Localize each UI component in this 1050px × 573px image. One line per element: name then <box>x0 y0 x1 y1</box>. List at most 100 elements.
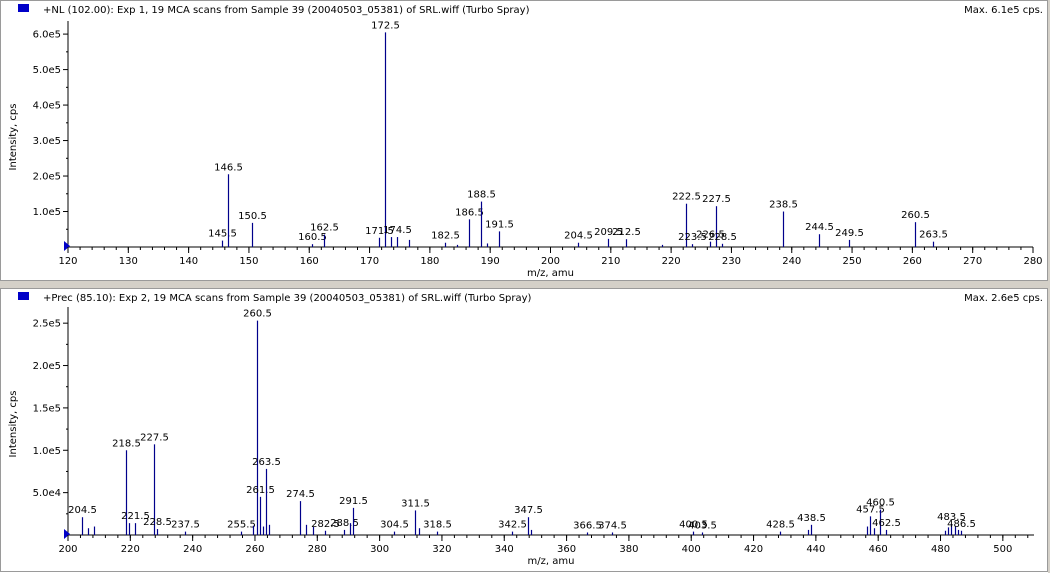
peak-label: 204.5 <box>68 505 97 516</box>
y-tick-label: 2.5e5 <box>33 319 61 330</box>
peak-label: 212.5 <box>612 227 641 238</box>
max-intensity: Max. 2.6e5 cps. <box>964 293 1043 304</box>
x-tick-label: 420 <box>744 544 763 555</box>
peak-label: 318.5 <box>423 520 452 531</box>
x-tick-label: 460 <box>869 544 888 555</box>
spectrum-plot-nl[interactable]: 120 130 140 150 160 170 180 190 200 210 220 230 240 2… <box>1 1 1049 282</box>
spectrum-color-icon <box>18 4 29 12</box>
spectrum-title: +Prec (85.10): Exp 2, 19 MCA scans from … <box>43 293 532 304</box>
panel-separator <box>0 281 1050 288</box>
cursor-marker-icon[interactable] <box>64 241 70 251</box>
x-tick-label: 160 <box>300 256 319 267</box>
peak-label: 244.5 <box>805 222 834 233</box>
y-tick-label: 6.0e5 <box>33 30 61 41</box>
x-tick-label: 280 <box>1023 256 1042 267</box>
x-tick-label: 380 <box>619 544 638 555</box>
peak-label: 249.5 <box>835 228 864 239</box>
x-tick-label: 260 <box>245 544 264 555</box>
x-tick-label: 500 <box>993 544 1012 555</box>
y-tick-label: 1.0e5 <box>33 207 61 218</box>
x-tick-label: 220 <box>121 544 140 555</box>
x-tick-label: 200 <box>58 544 77 555</box>
peak-label: 288.5 <box>330 518 359 529</box>
peak-label: 174.5 <box>383 225 412 236</box>
x-tick-label: 440 <box>806 544 825 555</box>
y-tick-label: 1.5e5 <box>33 403 61 414</box>
x-axis-title: m/z, amu <box>528 556 575 567</box>
peak-label: 263.5 <box>252 457 281 468</box>
y-tick-label: 1.0e5 <box>33 446 61 457</box>
peak-label: 438.5 <box>797 513 826 524</box>
peak-label: 228.5 <box>708 232 737 243</box>
spectrum-plot-prec[interactable]: 200 220 240 260 280 300 320 340 360 380 400 420 440 4… <box>1 289 1049 573</box>
x-tick-label: 170 <box>360 256 379 267</box>
x-tick-label: 240 <box>782 256 801 267</box>
x-axis-title: m/z, amu <box>527 268 574 279</box>
spectrum-color-icon <box>18 292 29 300</box>
peak-label: 227.5 <box>140 432 169 443</box>
peak-label: 255.5 <box>227 520 256 531</box>
peak-label: 160.5 <box>298 232 327 243</box>
peak-label: 221.5 <box>121 511 150 522</box>
peak-label: 222.5 <box>672 192 701 203</box>
x-tick-label: 220 <box>662 256 681 267</box>
peak-label: 171.5 <box>365 226 394 237</box>
peak-label: 428.5 <box>766 520 795 531</box>
peak-label: 227.5 <box>702 194 731 205</box>
peak-label: 186.5 <box>455 207 484 218</box>
peak-label: 260.5 <box>243 309 272 320</box>
x-tick-label: 270 <box>963 256 982 267</box>
peak-label: 172.5 <box>371 20 400 31</box>
peak-label: 311.5 <box>401 498 430 509</box>
y-tick-label: 3.0e5 <box>33 136 61 147</box>
peak-label: 260.5 <box>901 210 930 221</box>
y-tick-label: 5.0e4 <box>33 488 61 499</box>
peak-label: 162.5 <box>310 223 339 234</box>
x-tick-label: 240 <box>183 544 202 555</box>
peak-label: 304.5 <box>380 520 409 531</box>
y-tick-label: 5.0e5 <box>33 65 61 76</box>
peak-label: 457.5 <box>856 504 885 515</box>
peak-label: 274.5 <box>286 489 315 500</box>
peak-label: 483.5 <box>937 512 966 523</box>
peak-label: 226.5 <box>696 230 725 241</box>
x-tick-label: 140 <box>179 256 198 267</box>
x-tick-label: 120 <box>58 256 77 267</box>
y-tick-label: 2.0e5 <box>33 172 61 183</box>
x-tick-label: 320 <box>432 544 451 555</box>
x-tick-label: 340 <box>495 544 514 555</box>
peak-label: 146.5 <box>214 162 243 173</box>
peak-label: 462.5 <box>872 518 901 529</box>
peak-label: 403.5 <box>688 520 717 531</box>
peak-label: 238.5 <box>769 200 798 211</box>
peak-label: 347.5 <box>514 505 543 516</box>
peak-label: 145.5 <box>208 229 237 240</box>
x-tick-label: 210 <box>601 256 620 267</box>
x-tick-label: 200 <box>541 256 560 267</box>
peak-label: 209.5 <box>594 227 623 238</box>
x-tick-label: 360 <box>557 544 576 555</box>
peak-label: 228.5 <box>143 517 172 528</box>
peak-label: 291.5 <box>339 496 368 507</box>
y-tick-label: 2.0e5 <box>33 361 61 372</box>
peak-label: 263.5 <box>919 230 948 241</box>
spectrum-panel-nl: +NL (102.00): Exp 1, 19 MCA scans from S… <box>0 0 1048 281</box>
peak-label: 374.5 <box>598 520 627 531</box>
peak-label: 204.5 <box>564 231 593 242</box>
x-tick-label: 480 <box>931 544 950 555</box>
x-tick-label: 230 <box>722 256 741 267</box>
peak-label: 188.5 <box>467 190 496 201</box>
peak-label: 182.5 <box>431 231 460 242</box>
peak-label: 218.5 <box>112 438 141 449</box>
y-tick-label: 4.0e5 <box>33 101 61 112</box>
cursor-marker-icon[interactable] <box>64 529 70 539</box>
x-tick-label: 250 <box>843 256 862 267</box>
peak-label: 150.5 <box>238 211 267 222</box>
x-tick-label: 300 <box>370 544 389 555</box>
spectrum-panel-prec: +Prec (85.10): Exp 2, 19 MCA scans from … <box>0 288 1048 572</box>
peak-label: 237.5 <box>171 520 200 531</box>
y-axis-title: Intensity, cps <box>8 391 19 458</box>
y-axis-title: Intensity, cps <box>8 104 19 171</box>
x-tick-label: 280 <box>308 544 327 555</box>
peak-label: 400.5 <box>679 520 708 531</box>
